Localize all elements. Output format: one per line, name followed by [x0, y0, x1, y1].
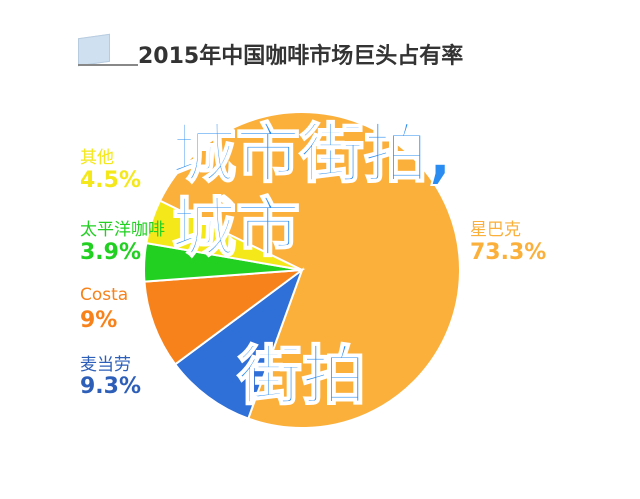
label-costa-name: Costa [80, 285, 129, 305]
label-mcd-name: 麦当劳 [80, 355, 131, 375]
chart-title: 2015年中国咖啡市场巨头占有率 [138, 44, 464, 69]
pie-slice-0 [158, 111, 461, 429]
label-starbucks-name: 星巴克 [470, 220, 521, 240]
label-pacific-name: 太平洋咖啡 [80, 220, 165, 240]
watermark-overlay-line1: 城市街拍,城市 [171, 117, 453, 267]
pie-slice-2 [143, 268, 306, 366]
title-underline [78, 64, 138, 66]
label-pacific-pct: 3.9% [80, 240, 142, 265]
label-other-pct: 4.5% [80, 168, 142, 193]
label-mcd-pct: 9.3% [80, 374, 142, 399]
pie-slice-1 [173, 267, 305, 420]
pie-slice-4 [145, 199, 303, 271]
label-other-name: 其他 [80, 148, 114, 168]
label-costa-pct: 9% [80, 308, 118, 333]
watermark-overlay-line2: 街拍 [237, 339, 367, 415]
label-starbucks-pct: 73.3% [470, 240, 547, 265]
